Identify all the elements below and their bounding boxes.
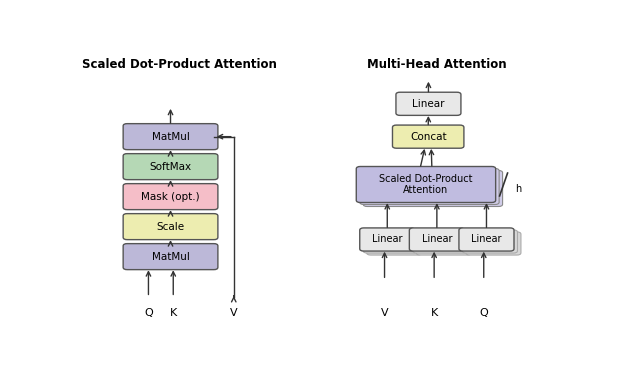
FancyBboxPatch shape (123, 184, 218, 210)
FancyBboxPatch shape (416, 232, 471, 255)
Text: V: V (381, 308, 388, 318)
FancyBboxPatch shape (396, 92, 461, 115)
FancyBboxPatch shape (360, 168, 499, 204)
FancyBboxPatch shape (123, 214, 218, 240)
FancyBboxPatch shape (123, 154, 218, 180)
Text: Multi-Head Attention: Multi-Head Attention (367, 58, 507, 71)
Text: V: V (230, 308, 237, 318)
FancyBboxPatch shape (356, 167, 495, 203)
Text: K: K (170, 308, 177, 318)
Text: Concat: Concat (410, 132, 447, 142)
FancyBboxPatch shape (459, 228, 514, 251)
Text: Linear: Linear (422, 234, 452, 244)
Text: MatMul: MatMul (152, 252, 189, 262)
FancyBboxPatch shape (364, 171, 502, 207)
Text: Scaled Dot-Product
Attention: Scaled Dot-Product Attention (380, 174, 473, 195)
Text: Linear: Linear (412, 99, 445, 109)
Text: SoftMax: SoftMax (150, 162, 191, 172)
FancyBboxPatch shape (123, 124, 218, 150)
FancyBboxPatch shape (466, 232, 521, 255)
Text: K: K (431, 308, 438, 318)
Text: MatMul: MatMul (152, 132, 189, 142)
Text: Mask (opt.): Mask (opt.) (141, 192, 200, 202)
FancyBboxPatch shape (413, 230, 468, 253)
FancyBboxPatch shape (360, 228, 415, 251)
FancyBboxPatch shape (367, 232, 422, 255)
FancyBboxPatch shape (392, 125, 464, 148)
Text: Linear: Linear (471, 234, 502, 244)
Text: Scaled Dot-Product Attention: Scaled Dot-Product Attention (82, 58, 276, 71)
Text: Q: Q (479, 308, 488, 318)
Text: Linear: Linear (372, 234, 403, 244)
FancyBboxPatch shape (410, 228, 465, 251)
FancyBboxPatch shape (123, 244, 218, 270)
Text: h: h (515, 184, 521, 194)
Text: Q: Q (144, 308, 153, 318)
FancyBboxPatch shape (463, 230, 518, 253)
Text: Scale: Scale (156, 221, 184, 232)
FancyBboxPatch shape (364, 230, 419, 253)
